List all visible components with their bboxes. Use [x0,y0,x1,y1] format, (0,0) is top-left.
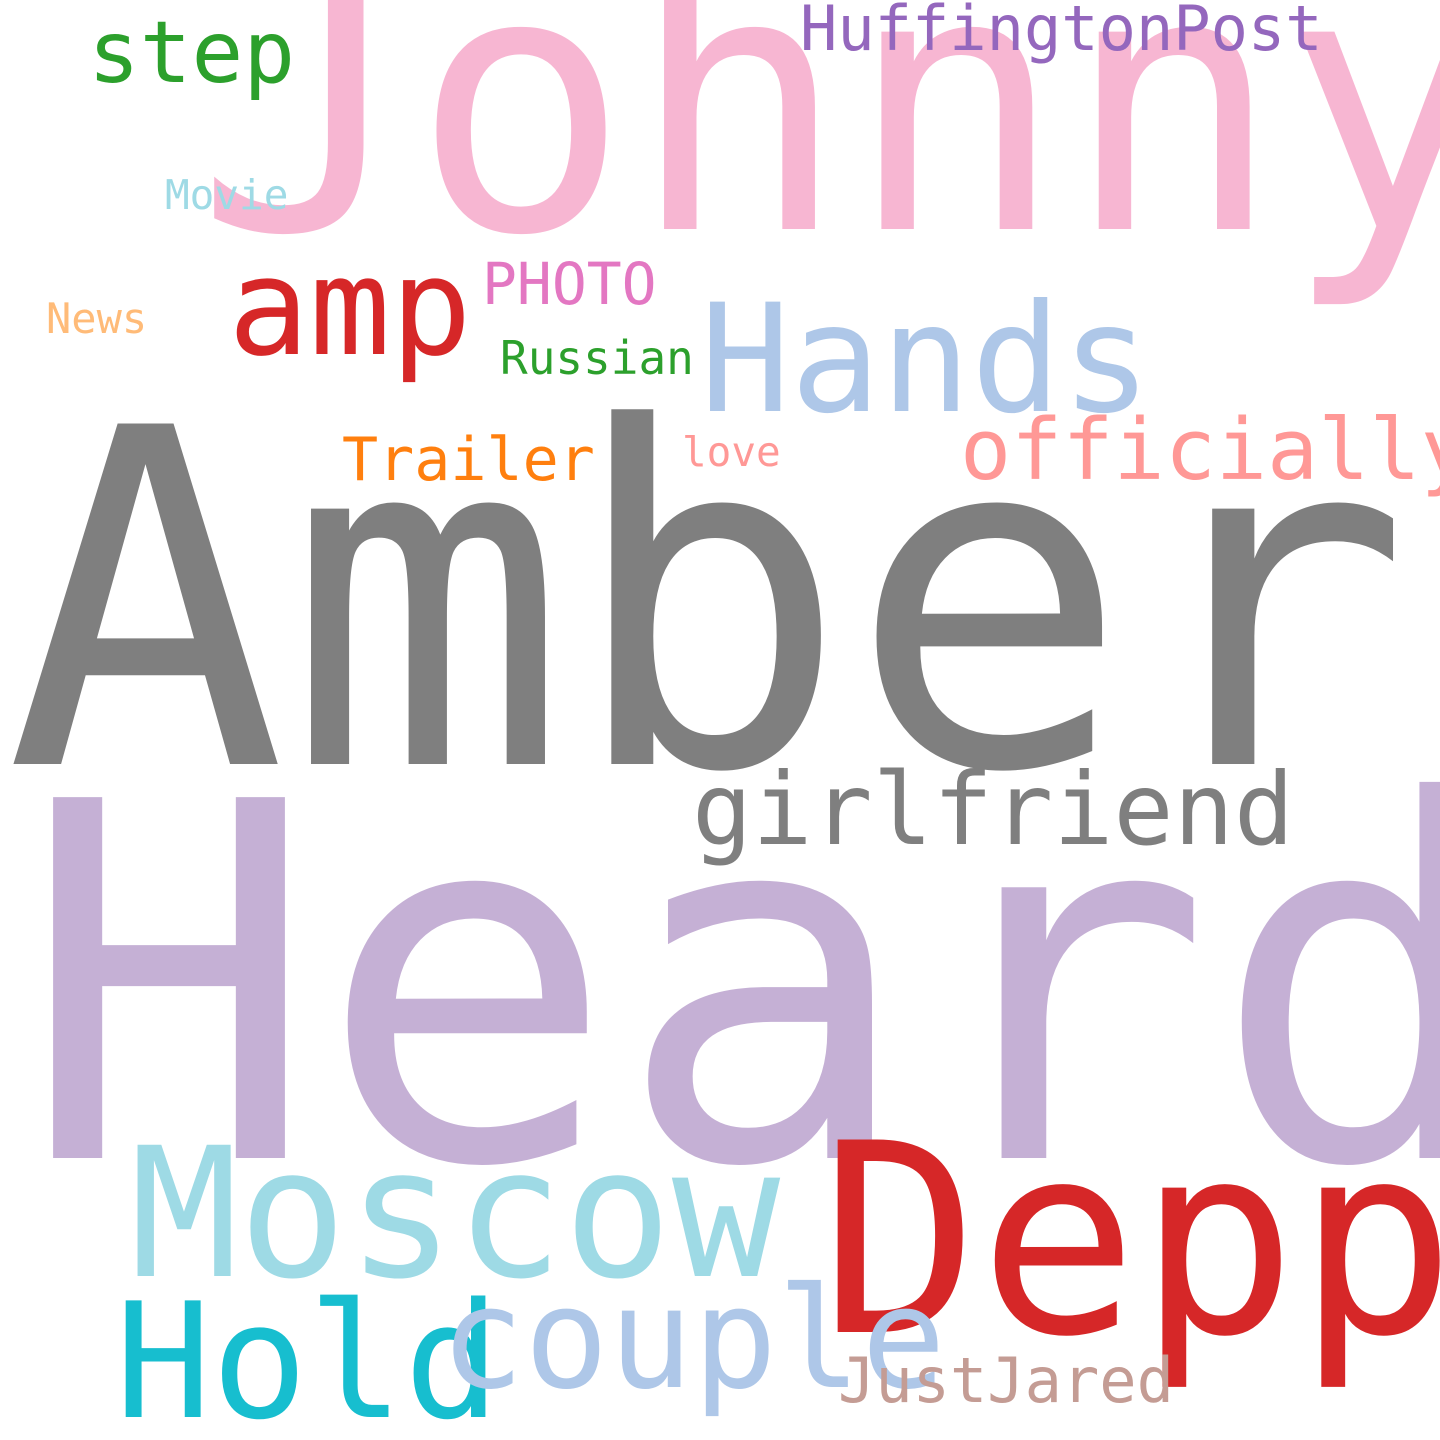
word-justjared: JustJared [838,1344,1174,1417]
word-girlfriend: girlfriend [692,751,1295,868]
word-amber: Amber [5,332,1411,875]
word-russian: Russian [500,331,694,385]
word-couple: couple [440,1258,946,1421]
word-depp: Depp [820,1088,1440,1395]
word-news: News [46,294,148,343]
word-moscow: Moscow [130,1110,781,1319]
word-step: step [88,3,296,103]
word-officially: officially [960,401,1440,500]
word-love: love [682,428,781,476]
word-heard: Heard [20,699,1440,1275]
word-johnny: Johnny [195,0,1440,315]
word-trailer: Trailer [342,425,595,495]
word-huffingtonpost: HuffingtonPost [800,0,1323,65]
word-photo: PHOTO [482,250,657,318]
word-amp: amp [228,229,472,386]
word-hold: Hold [115,1268,501,1440]
word-hands: Hands [700,273,1152,447]
word-movie: Movie [165,171,289,219]
